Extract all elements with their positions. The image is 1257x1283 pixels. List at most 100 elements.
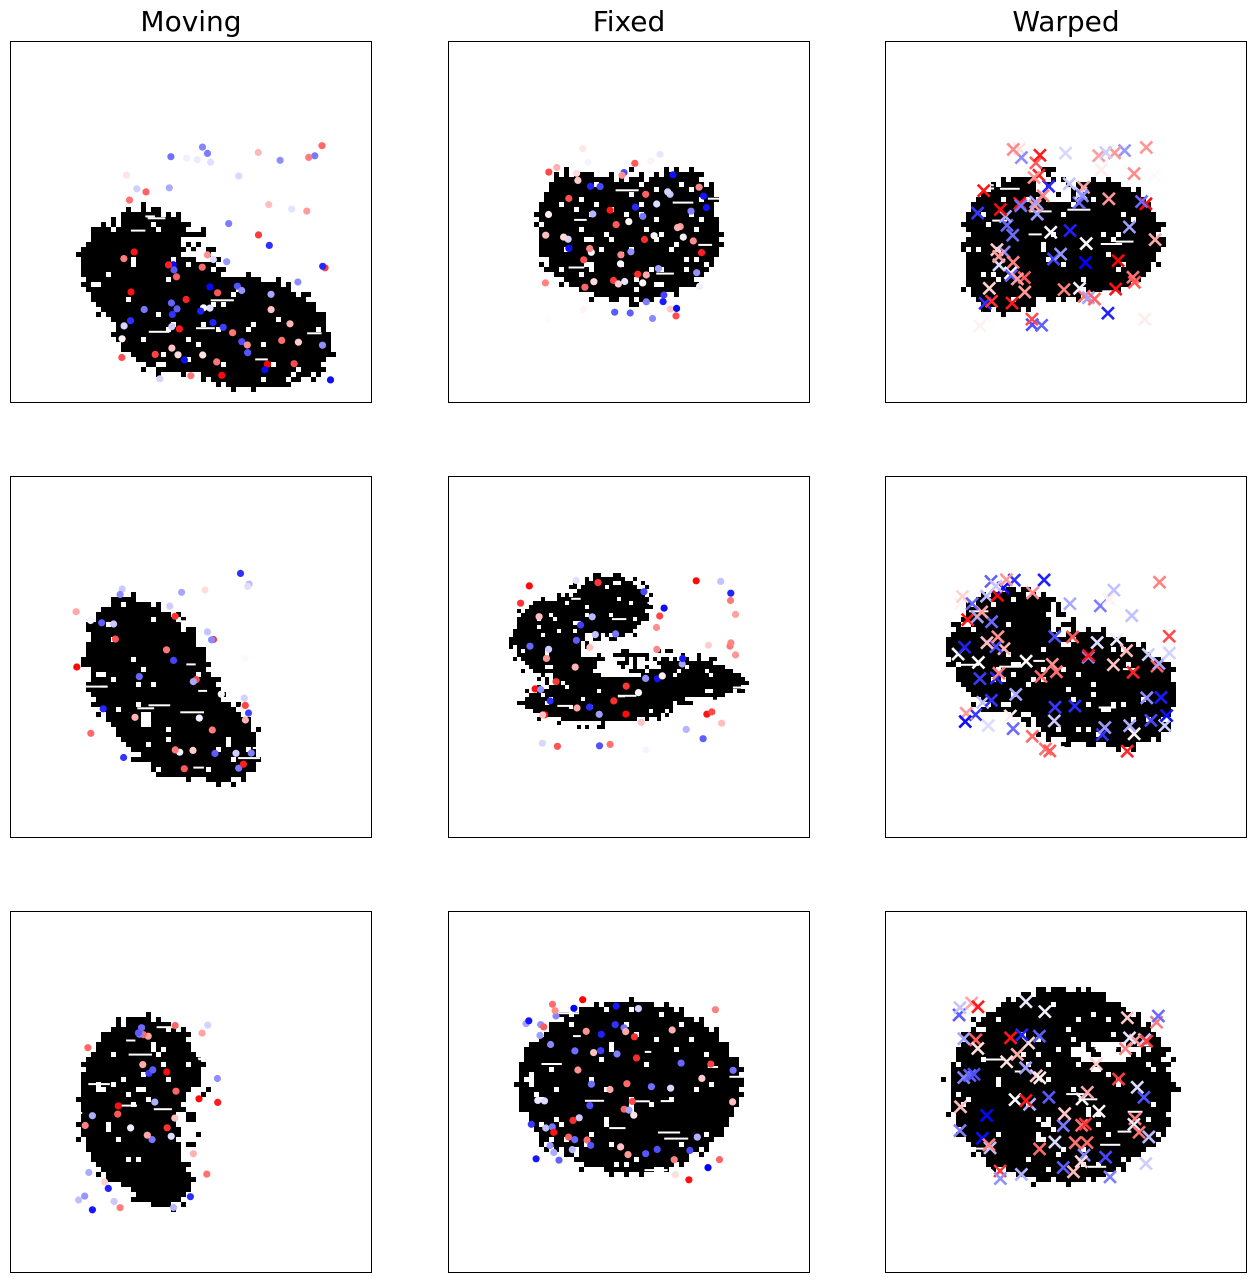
landmark-point	[267, 290, 275, 298]
landmark-x-marker	[1047, 629, 1062, 644]
tissue-gap	[644, 1050, 652, 1053]
landmark-x-marker	[1025, 585, 1040, 600]
landmark-point	[544, 210, 553, 219]
landmark-point	[611, 1021, 619, 1029]
landmark-x-marker	[1093, 598, 1108, 613]
landmark-point	[653, 200, 661, 208]
landmark-point	[540, 1097, 549, 1105]
landmark-x-marker	[1025, 312, 1039, 327]
landmark-points	[951, 572, 1177, 759]
landmark-point	[682, 725, 690, 733]
tissue-gap	[640, 169, 653, 172]
landmark-point	[534, 1096, 542, 1104]
landmark-point	[552, 1012, 560, 1020]
landmark-point	[699, 735, 707, 743]
landmark-point	[628, 1097, 636, 1105]
landmark-point	[311, 152, 319, 160]
landmark-point	[582, 1027, 590, 1035]
landmark-point	[579, 996, 587, 1004]
landmark-point	[209, 319, 217, 327]
landmark-point	[207, 158, 215, 166]
landmark-x-marker	[1066, 1164, 1081, 1179]
landmark-x-marker	[953, 1000, 967, 1015]
landmark-point	[213, 358, 221, 366]
tissue-plot	[514, 996, 753, 1184]
landmark-x-marker	[1126, 1117, 1141, 1132]
landmark-x-marker	[1138, 1156, 1153, 1171]
tissue-gap	[1094, 1047, 1117, 1050]
landmark-x-marker	[1019, 654, 1034, 669]
landmark-point	[111, 635, 119, 643]
landmark-x-marker	[1058, 146, 1073, 161]
landmark-x-marker	[957, 640, 972, 655]
landmark-x-marker	[1079, 236, 1094, 251]
tissue-gap	[1102, 290, 1119, 293]
landmark-point	[254, 231, 263, 239]
landmark-point	[568, 1146, 576, 1154]
landmark-x-marker	[993, 202, 1008, 217]
landmark-point	[668, 1026, 676, 1034]
landmark-x-marker	[993, 1171, 1008, 1186]
landmark-point	[586, 703, 594, 711]
landmark-point	[610, 697, 618, 705]
tissue-gap	[1066, 1093, 1085, 1096]
landmark-point	[525, 1017, 533, 1025]
tissue-plot	[961, 140, 1166, 333]
tissue-gap	[707, 197, 727, 200]
landmark-point	[642, 298, 650, 306]
landmark-x-marker	[979, 1108, 994, 1123]
landmark-x-marker	[1043, 225, 1058, 240]
landmark-x-marker	[1101, 191, 1116, 206]
landmark-point	[612, 630, 620, 638]
landmark-point	[138, 1024, 146, 1032]
landmark-point	[671, 1171, 679, 1179]
landmark-x-marker	[1091, 148, 1106, 163]
landmark-point	[290, 360, 298, 368]
landmark-x-marker	[971, 655, 986, 670]
tissue-plot	[946, 572, 1177, 759]
landmark-x-marker	[981, 718, 996, 733]
landmark-point	[679, 233, 687, 241]
tissue-gap	[111, 759, 118, 762]
tissue-gap	[707, 1066, 719, 1068]
landmark-point	[634, 270, 642, 278]
landmark-point	[88, 1112, 96, 1120]
landmark-x-marker	[960, 612, 975, 627]
tissue-gap	[584, 1099, 605, 1102]
landmark-point	[139, 1061, 147, 1069]
landmark-point	[648, 314, 657, 323]
landmark-point	[664, 188, 672, 196]
landmark-x-marker	[1063, 596, 1077, 611]
landmark-point	[642, 746, 650, 754]
landmark-point	[637, 718, 645, 726]
landmark-point	[687, 207, 695, 215]
tissue-mask-shape	[514, 997, 744, 1177]
tissue-mask-shape	[509, 573, 749, 729]
landmark-point	[548, 1123, 556, 1131]
landmark-point	[99, 705, 107, 713]
landmark-point	[704, 641, 712, 649]
landmark-point	[659, 298, 667, 306]
tissue-gap	[1110, 1173, 1131, 1176]
landmark-point	[715, 1156, 724, 1164]
landmark-point	[572, 576, 580, 584]
landmark-point	[618, 171, 626, 179]
landmark-point	[536, 1031, 544, 1039]
landmark-point	[232, 749, 240, 757]
tissue-gap	[198, 689, 208, 692]
landmark-point	[213, 1074, 221, 1083]
landmark-point	[606, 740, 614, 748]
landmark-point	[642, 190, 650, 198]
landmark-x-marker	[1122, 1030, 1137, 1045]
landmark-point	[640, 235, 649, 244]
landmark-point	[174, 351, 182, 359]
landmark-point	[519, 584, 527, 592]
landmark-point	[660, 604, 668, 612]
landmark-point	[110, 1197, 118, 1206]
landmark-x-marker	[1057, 282, 1071, 297]
tissue-gap	[196, 327, 215, 330]
landmark-point	[168, 310, 176, 319]
landmark-point	[727, 589, 735, 597]
landmark-x-marker	[1127, 275, 1142, 290]
landmark-point	[677, 1059, 685, 1067]
